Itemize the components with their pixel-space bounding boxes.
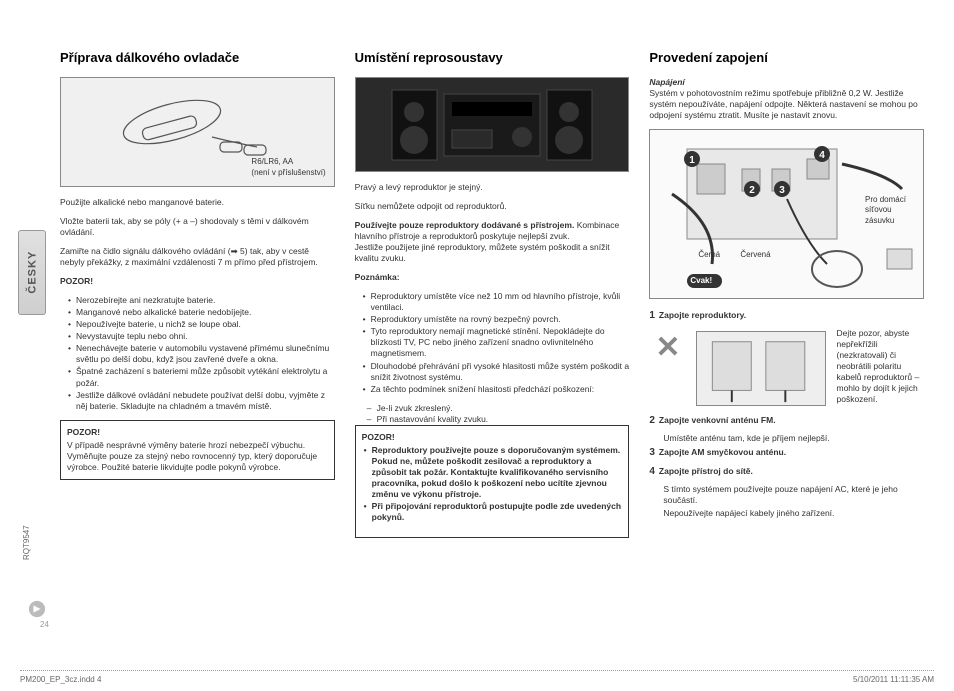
speaker-figure (355, 77, 630, 172)
col2-p3: Používejte pouze reproduktory dodávané s… (355, 220, 630, 264)
svg-text:1: 1 (689, 155, 695, 166)
step2-sub: Umístěte anténu tam, kde je příjem nejle… (663, 433, 924, 444)
col2-notes-list: Reproduktory umístěte více než 10 mm od … (355, 291, 630, 394)
list-item: Špatné zacházení s bateriemi může způsob… (68, 366, 335, 388)
column-connection: Provedení zapojení Napájení Systém v poh… (649, 50, 924, 546)
col1-warn1-list: Nerozebírejte ani nezkratujte baterie. M… (60, 295, 335, 411)
col3-power: Napájení Systém v pohotovostním režimu s… (649, 77, 924, 121)
col1-heading: Příprava dálkového ovladače (60, 50, 335, 67)
list-item: Manganové nebo alkalické baterie nedobíj… (68, 307, 335, 318)
col1-p1: Použijte alkalické nebo manganové bateri… (60, 197, 335, 208)
terminal-illustration (696, 331, 826, 406)
col2-warn-title: POZOR! (362, 432, 623, 443)
step1-note: Dejte pozor, abyste nepřekřížili (nezkra… (836, 328, 924, 405)
list-item: Reproduktory umístěte na rovný bezpečný … (363, 314, 630, 325)
svg-text:2: 2 (749, 185, 755, 196)
list-item: Jestliže dálkové ovládání nebudete použí… (68, 390, 335, 412)
power-title: Napájení (649, 77, 684, 87)
language-tab: ČESKY (18, 230, 46, 315)
page-content: Příprava dálkového ovladače R6/LR6, AA (… (0, 0, 954, 556)
footer-right: 5/10/2011 11:11:35 AM (853, 675, 934, 685)
list-item: Nerozebírejte ani nezkratujte baterie. (68, 295, 335, 306)
doc-id: RQT9547 (22, 525, 32, 560)
step2: 2Zapojte venkovní anténu FM. (649, 414, 924, 427)
col2-p1: Pravý a levý reproduktor je stejný. (355, 182, 630, 193)
cross-icon: ✕ (649, 328, 686, 367)
col2-note-title: Poznámka: (355, 272, 630, 283)
label-outlet: Pro domácí síťovou zásuvku (865, 195, 915, 226)
step4: 4Zapojte přístroj do sítě. (649, 465, 924, 478)
step2-text: Zapojte venkovní anténu FM. (659, 415, 776, 425)
col1-warn2-text: V případě nesprávné výměny baterie hrozí… (67, 440, 328, 473)
column-speakers: Umístění reprosoustavy Pravý a levý repr… (355, 50, 630, 546)
step4-text: Zapojte přístroj do sítě. (659, 466, 753, 476)
remote-figure: R6/LR6, AA (není v příslušenství) (60, 77, 335, 187)
col2-p3-bold: Používejte pouze reproduktory dodávané s… (355, 220, 575, 230)
page-number: 24 (40, 620, 49, 630)
label-cvak: Cvak! (690, 276, 712, 286)
speaker-illustration (382, 82, 602, 167)
connection-figure: 1 2 3 4 Černá Červená Cvak! Pro domácí s… (649, 129, 924, 299)
list-item: Reproduktory umístěte více než 10 mm od … (363, 291, 630, 313)
footer-left: PM200_EP_3cz.indd 4 (20, 675, 101, 685)
list-item: Za těchto podmínek snížení hlasitosti př… (363, 384, 630, 395)
page-arrow-badge (28, 600, 46, 618)
list-item: Dlouhodobé přehrávání při vysoké hlasito… (363, 361, 630, 383)
col2-heading: Umístění reprosoustavy (355, 50, 630, 67)
language-tab-label: ČESKY (25, 251, 39, 294)
list-item: Nenechávejte baterie v automobilu vystav… (68, 343, 335, 365)
list-item: Nepoužívejte baterie, u nichž se loupe o… (68, 319, 335, 330)
col1-p2: Vložte baterii tak, aby se póly (+ a –) … (60, 216, 335, 238)
col2-warn-box: POZOR! Reproduktory používejte pouze s d… (355, 425, 630, 538)
step4-sub2: Nepoužívejte napájecí kabely jiného zaří… (663, 508, 924, 519)
step4-sub1: S tímto systémem používejte pouze napáje… (663, 484, 924, 506)
step1-text: Zapojte reproduktory. (659, 310, 746, 320)
step3-text: Zapojte AM smyčkovou anténu. (659, 447, 786, 457)
footer: PM200_EP_3cz.indd 4 5/10/2011 11:11:35 A… (20, 670, 934, 685)
list-item: Nevystavujte teplu nebo ohni. (68, 331, 335, 342)
col2-warn-list: Reproduktory používejte pouze s doporučo… (362, 445, 623, 523)
step3: 3Zapojte AM smyčkovou anténu. (649, 446, 924, 459)
list-item: Tyto reproduktory nemají magnetické stín… (363, 326, 630, 359)
column-remote: Příprava dálkového ovladače R6/LR6, AA (… (60, 50, 335, 546)
col1-warn2-box: POZOR! V případě nesprávné výměny bateri… (60, 420, 335, 480)
list-item: Reproduktory používejte pouze s doporučo… (364, 445, 623, 500)
label-black: Černá (698, 250, 720, 260)
col1-warn1-title: POZOR! (60, 276, 335, 287)
list-item: Při nastavování kvality zvuku. (367, 414, 630, 425)
col2-p2: Síťku nemůžete odpojit od reproduktorů. (355, 201, 630, 212)
list-item: Při připojování reproduktorů postupujte … (364, 501, 623, 523)
col1-warn2-title: POZOR! (67, 427, 328, 438)
step1: 1Zapojte reproduktory. (649, 309, 924, 322)
svg-text:4: 4 (819, 150, 825, 161)
power-text: Systém v pohotovostním režimu spotřebuje… (649, 88, 917, 120)
label-red: Červená (740, 250, 770, 260)
battery-caption: R6/LR6, AA (není v příslušenství) (251, 157, 325, 178)
col2-dash-list: Je-li zvuk zkreslený. Při nastavování kv… (355, 403, 630, 425)
col3-heading: Provedení zapojení (649, 50, 924, 67)
list-item: Je-li zvuk zkreslený. (367, 403, 630, 414)
step1-detail: ✕ Dejte pozor, abyste nepřekřížili (nezk… (649, 328, 924, 406)
svg-text:3: 3 (779, 185, 785, 196)
col1-p3: Zamiřte na čidlo signálu dálkového ovlád… (60, 246, 335, 268)
